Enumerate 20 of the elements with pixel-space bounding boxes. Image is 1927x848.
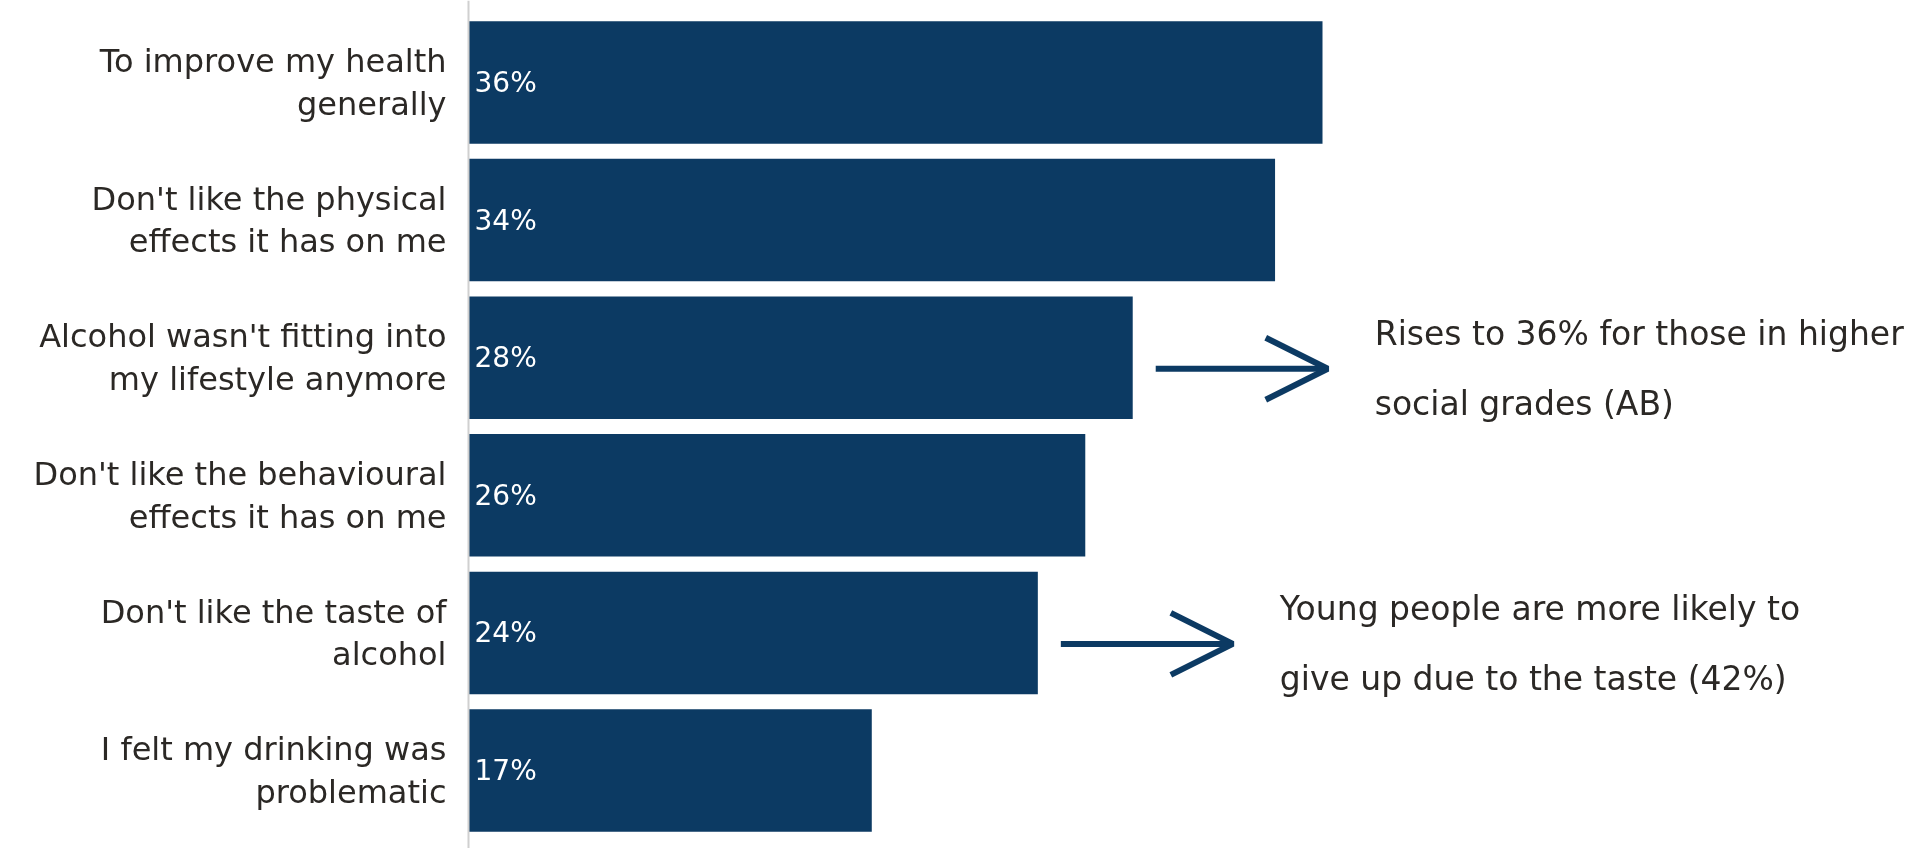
bar bbox=[468, 571, 1038, 695]
data-label: 24% bbox=[474, 616, 537, 650]
y-tick-label: Alcohol wasn't fitting into my lifestyle anymore bbox=[39, 317, 447, 398]
text: Rises to 36% for those in higher social grades (AB) bbox=[1374, 314, 1905, 424]
data-label: 28% bbox=[474, 341, 537, 375]
bar bbox=[468, 21, 1323, 144]
y-tick-label: I felt my drinking was problematic bbox=[100, 730, 447, 811]
data-label: 34% bbox=[474, 203, 537, 237]
data-label: 36% bbox=[474, 66, 537, 99]
y-tick-label: To improve my health generally bbox=[98, 42, 447, 123]
bar bbox=[468, 296, 1133, 419]
y-tick-label: Don't like the behavioural effects it has on me bbox=[33, 455, 447, 536]
data-label: 17% bbox=[474, 754, 537, 787]
y-tick-label: Don't like the taste of alcohol bbox=[100, 592, 448, 674]
annotation: Young people are more likely to give up due to the taste (42%) bbox=[1278, 589, 1801, 699]
bar bbox=[468, 158, 1276, 282]
bar bbox=[468, 709, 872, 832]
y-tick-label: Don't like the physical effects it has on me bbox=[91, 179, 447, 261]
bar bbox=[468, 434, 1086, 557]
data-label: 26% bbox=[474, 478, 537, 512]
